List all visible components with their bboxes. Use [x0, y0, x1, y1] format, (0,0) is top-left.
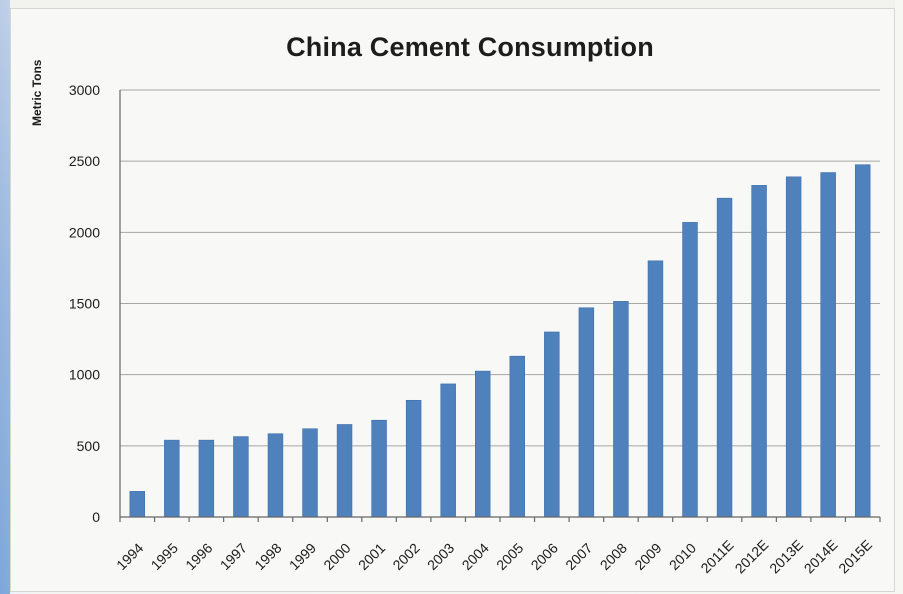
x-tick-label-2015e: 2015E	[835, 536, 875, 576]
bar-2013e	[785, 176, 802, 518]
x-tick-label-2007: 2007	[562, 540, 595, 573]
bar-2015e	[854, 164, 871, 518]
bar-2006	[544, 331, 560, 518]
bar-1994	[129, 491, 146, 518]
bar-2010	[682, 222, 698, 518]
y-tick-label: 3000	[69, 82, 100, 98]
x-tick-label-2001: 2001	[355, 540, 388, 573]
bar-1999	[302, 428, 318, 518]
bar-2000	[336, 424, 353, 518]
axis-layer	[119, 90, 881, 522]
bar-2012e	[751, 185, 767, 518]
y-tick-label: 500	[77, 438, 101, 454]
bar-1996	[198, 439, 215, 518]
x-tick-label-1999: 1999	[286, 540, 319, 573]
x-tick-label-2013e: 2013E	[766, 536, 806, 576]
x-tick-label-2005: 2005	[493, 540, 526, 573]
left-blue-edge	[0, 0, 10, 594]
top-partial-header	[10, 0, 895, 8]
chart-title: China Cement Consumption	[286, 32, 654, 62]
x-tick-label-1994: 1994	[113, 540, 146, 573]
x-tick-label-2010: 2010	[666, 540, 699, 573]
y-tick-label: 2000	[69, 224, 100, 240]
x-tick-label-2000: 2000	[320, 540, 353, 573]
bar-1995	[164, 439, 180, 518]
x-tick-label-2006: 2006	[528, 540, 561, 573]
x-tick-label-1996: 1996	[182, 540, 215, 573]
bar-2011e	[716, 197, 733, 518]
x-tick-label-2012e: 2012E	[732, 536, 772, 576]
bar-2003	[440, 383, 456, 518]
x-tick-label-2009: 2009	[631, 540, 664, 573]
bar-1998	[267, 433, 284, 518]
y-tick-label: 0	[92, 509, 100, 525]
x-tick-label-2003: 2003	[424, 540, 457, 573]
y-tick-label: 1500	[69, 296, 100, 312]
x-tick-label-2002: 2002	[389, 540, 422, 573]
y-tick-label: 1000	[69, 367, 100, 383]
x-tick-label-2011e: 2011E	[697, 537, 736, 576]
bar-2001	[371, 419, 387, 518]
bar-2009	[647, 260, 664, 518]
x-tick-label-1998: 1998	[251, 540, 284, 573]
bar-1997	[233, 436, 249, 518]
x-tick-label-2008: 2008	[597, 540, 630, 573]
y-tick-label: 2500	[69, 153, 100, 169]
bar-2008	[613, 301, 629, 518]
x-tick-label-2014e: 2014E	[801, 536, 841, 576]
x-tick-label-1997: 1997	[217, 540, 250, 573]
x-tick-label-1995: 1995	[148, 540, 181, 573]
bar-2014e	[820, 172, 836, 518]
bar-2004	[474, 370, 491, 518]
bar-layer	[129, 164, 871, 518]
bar-2002	[405, 399, 422, 518]
bar-2005	[509, 355, 526, 518]
x-tick-label-2004: 2004	[459, 540, 492, 573]
bar-2007	[578, 307, 595, 518]
